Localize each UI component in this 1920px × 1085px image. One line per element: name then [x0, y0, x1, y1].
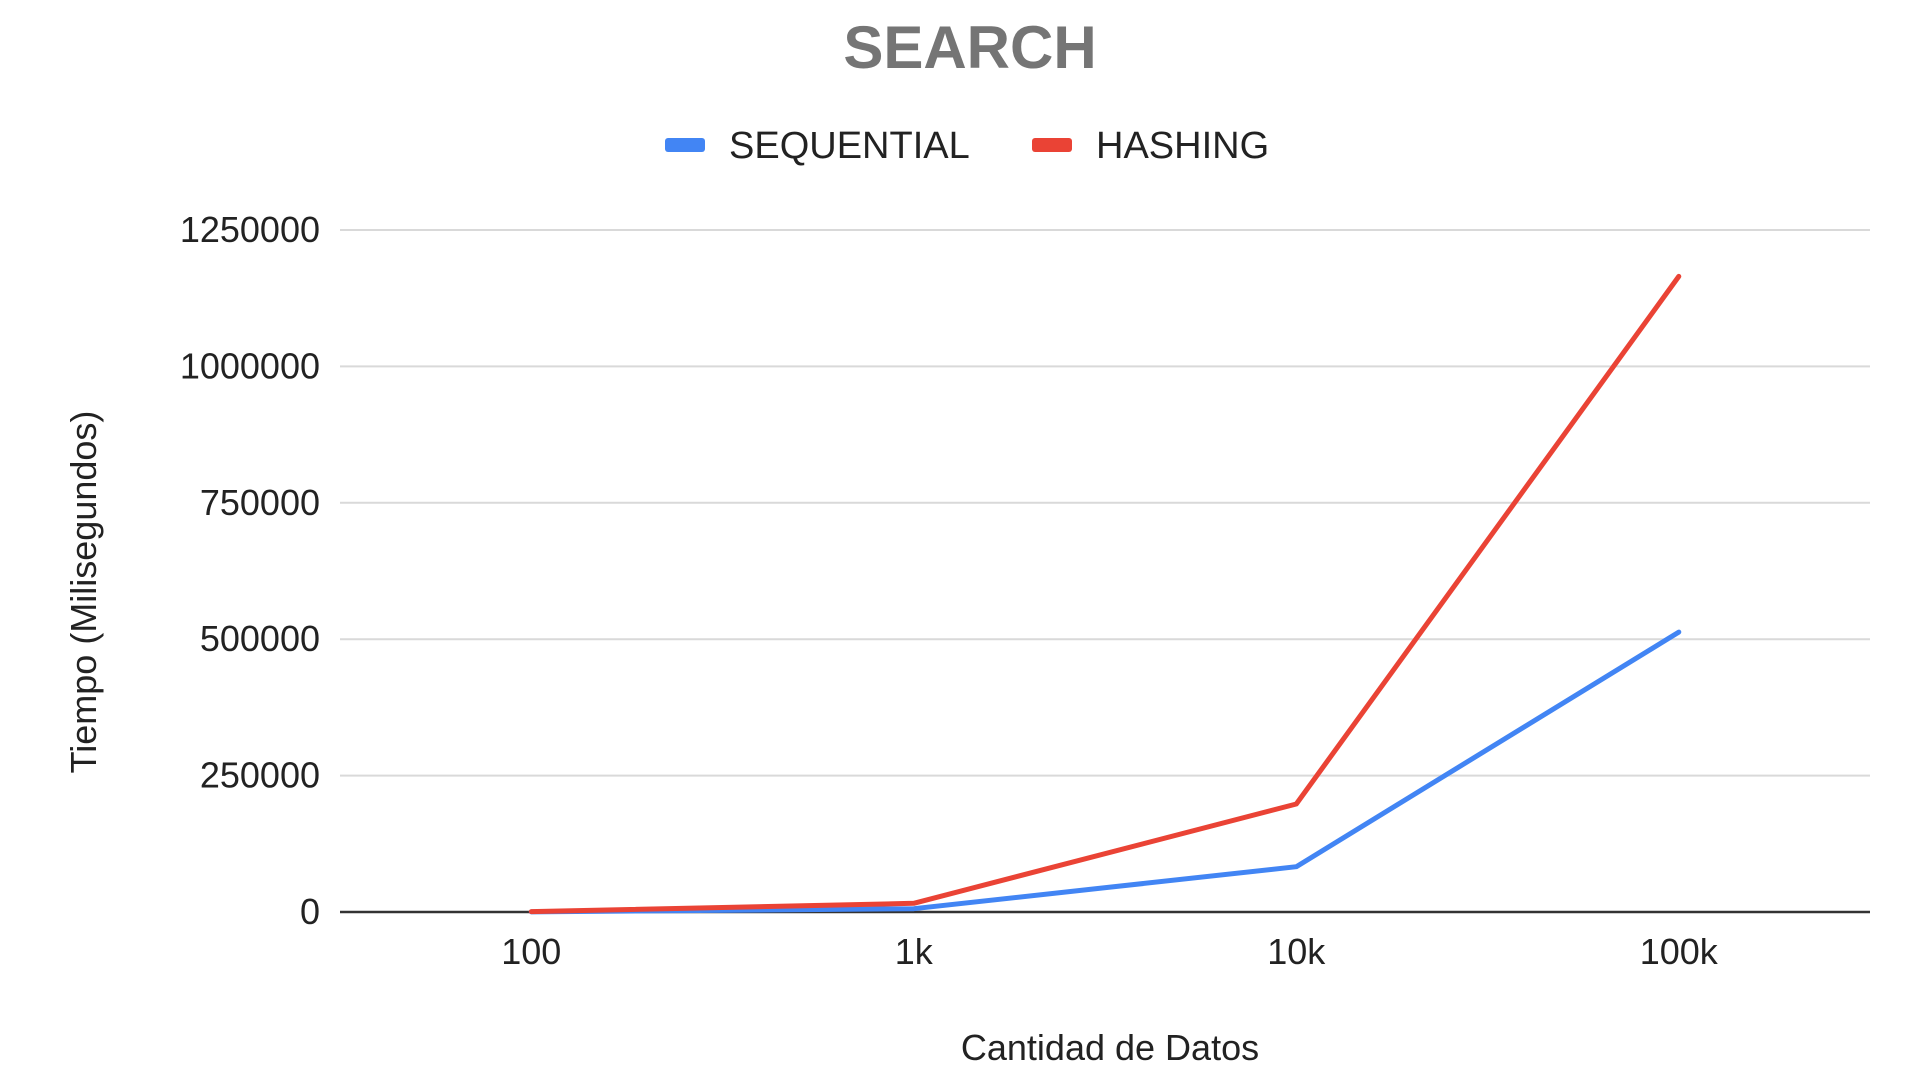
y-axis-title: Tiempo (Milisegundos) [63, 411, 104, 774]
y-axis-ticks: 0 250000 500000 750000 1000000 1250000 [180, 209, 320, 932]
legend-swatch-sequential [665, 138, 705, 152]
legend-swatch-hashing [1032, 138, 1072, 152]
legend: SEQUENTIAL HASHING [665, 125, 1269, 167]
x-axis-title: Cantidad de Datos [961, 1027, 1259, 1068]
chart-title: SEARCH [843, 14, 1096, 81]
series-line-hashing [528, 273, 1682, 915]
x-axis-ticks: 100 1k 10k 100k [501, 931, 1719, 972]
x-tick-label: 1k [895, 931, 934, 972]
y-tick-label: 750000 [200, 482, 320, 523]
x-tick-label: 100 [501, 931, 561, 972]
y-tick-label: 500000 [200, 618, 320, 659]
y-tick-label: 0 [300, 891, 320, 932]
legend-label-hashing: HASHING [1096, 125, 1269, 167]
series-lines [528, 273, 1682, 915]
x-tick-label: 10k [1267, 931, 1326, 972]
y-tick-label: 1000000 [180, 345, 320, 386]
legend-label-sequential: SEQUENTIAL [729, 125, 970, 167]
y-tick-label: 250000 [200, 755, 320, 796]
gridlines [340, 229, 1870, 914]
series-line-sequential [528, 629, 1682, 915]
x-tick-label: 100k [1640, 931, 1719, 972]
y-tick-label: 1250000 [180, 209, 320, 250]
